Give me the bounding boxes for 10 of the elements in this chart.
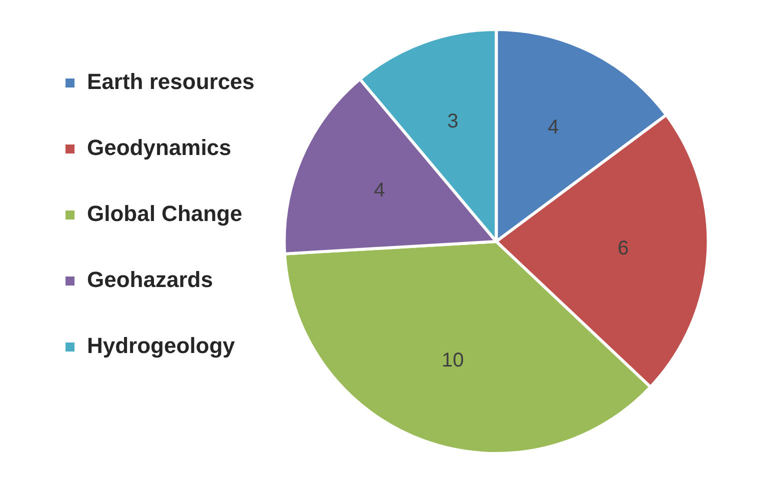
data-label: 4 <box>548 116 559 138</box>
legend-label: Global Change <box>87 201 242 226</box>
legend-label: Geohazards <box>87 267 213 292</box>
data-label: 6 <box>618 237 629 260</box>
data-label: 4 <box>374 180 386 202</box>
legend-label: Hydrogeology <box>87 333 236 358</box>
data-label: 10 <box>442 350 464 372</box>
legend-label: Geodynamics <box>87 135 232 160</box>
legend-label: Earth resources <box>87 69 255 94</box>
data-label: 3 <box>447 110 458 132</box>
